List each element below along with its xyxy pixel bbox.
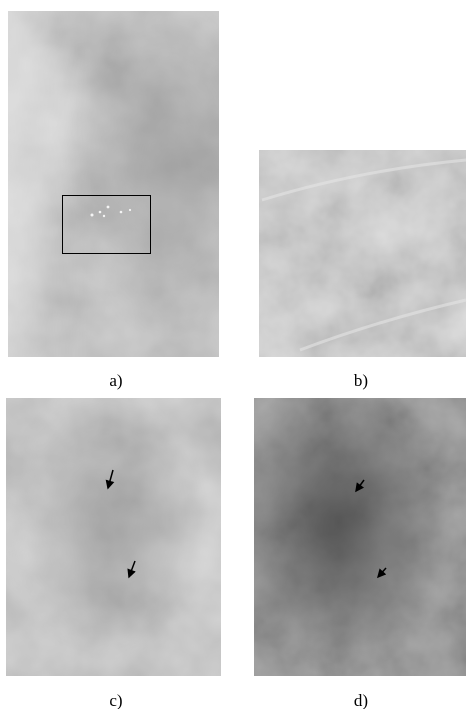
panel-label: d): [354, 691, 368, 709]
panel-label: b): [354, 371, 368, 390]
panel-label: a): [109, 371, 122, 390]
region-box: [62, 195, 151, 254]
arrow: [105, 469, 115, 490]
arrow: [127, 560, 136, 579]
arrow: [377, 567, 387, 579]
panel-d: [254, 398, 466, 676]
panel-a: [8, 11, 219, 357]
arrow: [355, 479, 365, 493]
panel-b: [259, 150, 467, 357]
panel-label: c): [109, 691, 122, 709]
panel-c: [6, 398, 221, 676]
